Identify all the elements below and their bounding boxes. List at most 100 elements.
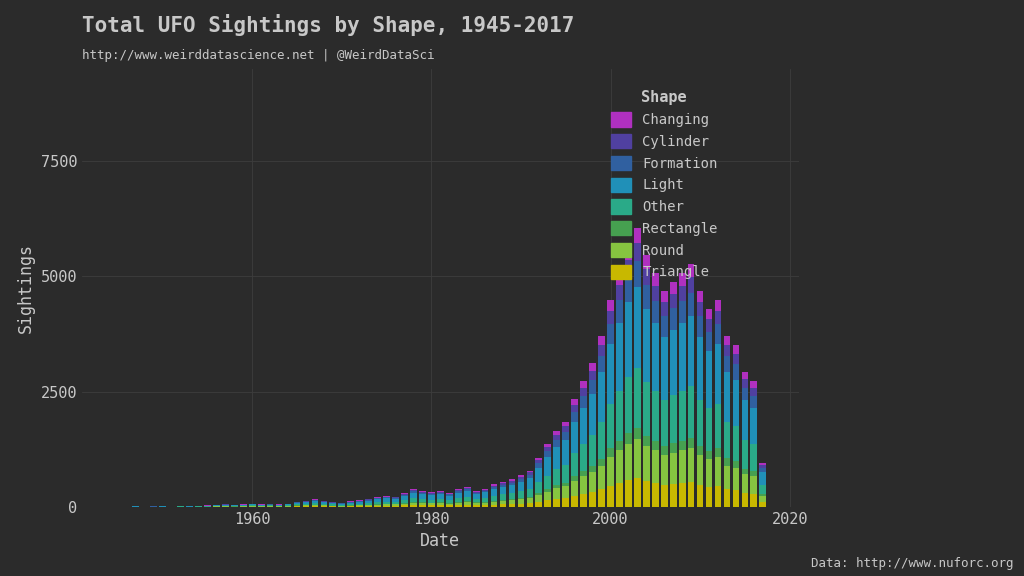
Bar <box>732 426 739 461</box>
Bar <box>437 494 443 499</box>
Bar <box>571 453 578 476</box>
Bar <box>688 482 694 507</box>
Bar <box>553 447 560 469</box>
Bar <box>356 502 364 503</box>
Bar <box>741 388 749 400</box>
Bar <box>500 505 507 507</box>
Bar <box>643 446 649 481</box>
Bar <box>688 448 694 482</box>
Bar <box>715 404 721 448</box>
Bar <box>553 431 560 435</box>
Bar <box>715 448 721 457</box>
Bar <box>455 490 462 491</box>
Bar <box>679 441 685 450</box>
Bar <box>490 496 498 501</box>
Bar <box>562 464 569 483</box>
Bar <box>445 493 453 494</box>
Bar <box>509 504 515 507</box>
Bar <box>562 426 569 431</box>
Bar <box>760 502 766 507</box>
Bar <box>545 492 551 501</box>
Bar <box>374 505 381 506</box>
Bar <box>670 443 677 453</box>
Bar <box>616 450 623 483</box>
Bar <box>706 487 713 507</box>
Bar <box>419 499 426 502</box>
Bar <box>696 400 703 446</box>
Bar <box>741 469 749 474</box>
Bar <box>751 471 757 476</box>
Bar <box>598 458 605 465</box>
Bar <box>267 505 273 506</box>
Bar <box>536 502 543 507</box>
Bar <box>455 498 462 502</box>
Bar <box>660 337 668 400</box>
Bar <box>634 260 641 287</box>
Bar <box>732 461 739 468</box>
Bar <box>536 483 543 493</box>
Bar <box>715 344 721 404</box>
Bar <box>616 441 623 450</box>
Bar <box>410 490 417 491</box>
Bar <box>724 465 730 490</box>
Bar <box>598 465 605 490</box>
Bar <box>437 503 443 505</box>
Bar <box>660 454 668 485</box>
Bar <box>526 489 534 497</box>
Bar <box>660 291 668 302</box>
Bar <box>688 438 694 448</box>
Bar <box>581 388 587 396</box>
Bar <box>553 439 560 447</box>
Bar <box>410 503 417 505</box>
Bar <box>392 499 399 502</box>
Bar <box>553 488 560 499</box>
Bar <box>455 489 462 490</box>
Bar <box>688 264 694 277</box>
Bar <box>517 479 524 482</box>
Bar <box>490 484 498 486</box>
Bar <box>428 505 435 507</box>
Bar <box>383 506 390 507</box>
Bar <box>616 483 623 507</box>
Bar <box>670 329 677 395</box>
Bar <box>464 505 471 507</box>
Bar <box>526 472 534 475</box>
Bar <box>760 494 766 496</box>
Bar <box>481 505 488 507</box>
Bar <box>751 444 757 471</box>
Bar <box>607 486 613 507</box>
Bar <box>643 435 649 446</box>
Bar <box>696 302 703 316</box>
Bar <box>455 502 462 505</box>
Bar <box>607 311 613 324</box>
Bar <box>751 396 757 408</box>
Bar <box>679 273 685 286</box>
Bar <box>571 481 578 496</box>
Bar <box>445 496 453 500</box>
Bar <box>696 316 703 337</box>
Bar <box>481 491 488 492</box>
Bar <box>562 498 569 507</box>
Bar <box>688 386 694 438</box>
Bar <box>571 422 578 453</box>
Bar <box>616 285 623 300</box>
Bar <box>517 498 524 499</box>
Bar <box>670 308 677 329</box>
Bar <box>473 492 479 493</box>
Bar <box>598 422 605 458</box>
Bar <box>724 356 730 372</box>
Bar <box>688 293 694 316</box>
Bar <box>724 372 730 422</box>
Bar <box>625 377 632 433</box>
Bar <box>536 468 543 483</box>
Bar <box>607 404 613 448</box>
Bar <box>616 300 623 323</box>
Bar <box>410 491 417 493</box>
Bar <box>437 499 443 502</box>
Bar <box>419 491 426 492</box>
Bar <box>625 247 632 260</box>
Bar <box>526 475 534 478</box>
Bar <box>589 435 596 466</box>
Bar <box>410 493 417 498</box>
Bar <box>428 495 435 500</box>
